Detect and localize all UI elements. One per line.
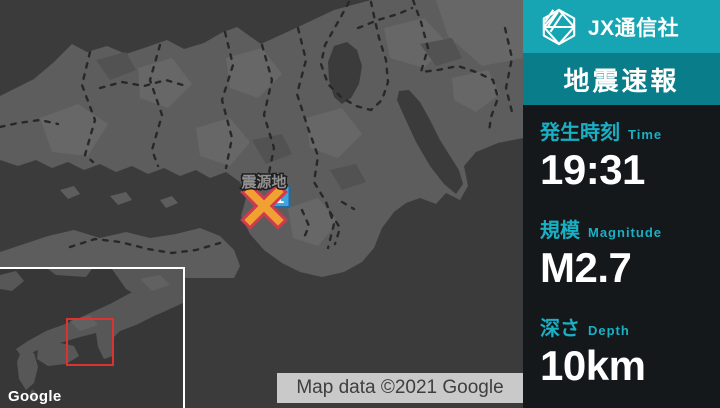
field-time-value: 19:31 (540, 146, 645, 193)
field-magnitude-sublabel: Magnitude (588, 225, 662, 240)
inset-highlight-rectangle (66, 318, 114, 366)
field-time: 発生時刻 Time 19:31 (540, 121, 720, 191)
field-magnitude: 規模 Magnitude M2.7 (540, 219, 720, 289)
field-depth-label: 深さ (540, 318, 580, 340)
field-depth-sublabel: Depth (588, 323, 630, 338)
brand-name: JX通信社 (588, 16, 680, 40)
quake-details: 発生時刻 Time 19:31 規模 Magnitude M2.7 深さ Depth … (523, 105, 720, 387)
epicenter-x-icon (240, 182, 288, 230)
overview-inset-map: Google (0, 267, 185, 408)
terrain-highlight (40, 0, 523, 246)
lake-biwa (328, 42, 362, 104)
epicenter-label: 震源地 (241, 173, 286, 191)
field-depth: 深さ Depth 10km (540, 317, 720, 387)
field-time-label: 発生時刻 (540, 122, 620, 144)
info-panel: JX通信社 地震速報 発生時刻 Time 19:31 規模 Magnitude M2… (523, 0, 720, 408)
field-magnitude-value: M2.7 (540, 244, 632, 291)
google-logo: Google (8, 388, 62, 405)
field-magnitude-label: 規模 (540, 220, 580, 242)
inset-land (0, 269, 183, 402)
alert-title: 地震速報 (563, 65, 680, 96)
prefecture-boundaries (0, 0, 514, 255)
island (60, 186, 178, 208)
inset-graphics (0, 269, 183, 408)
jx-hexagon-logo-icon (542, 8, 576, 45)
map-attribution: Map data ©2021 Google (277, 373, 523, 403)
brand-header: JX通信社 (523, 0, 720, 53)
field-depth-value: 10km (540, 342, 646, 389)
field-time-sublabel: Time (628, 127, 663, 142)
alert-banner: 地震速報 (523, 53, 720, 105)
map-canvas[interactable]: 1 震源地 (0, 0, 523, 408)
land-shikoku (0, 228, 240, 278)
terrain-shadow (96, 38, 462, 190)
osaka-bay (397, 90, 463, 194)
